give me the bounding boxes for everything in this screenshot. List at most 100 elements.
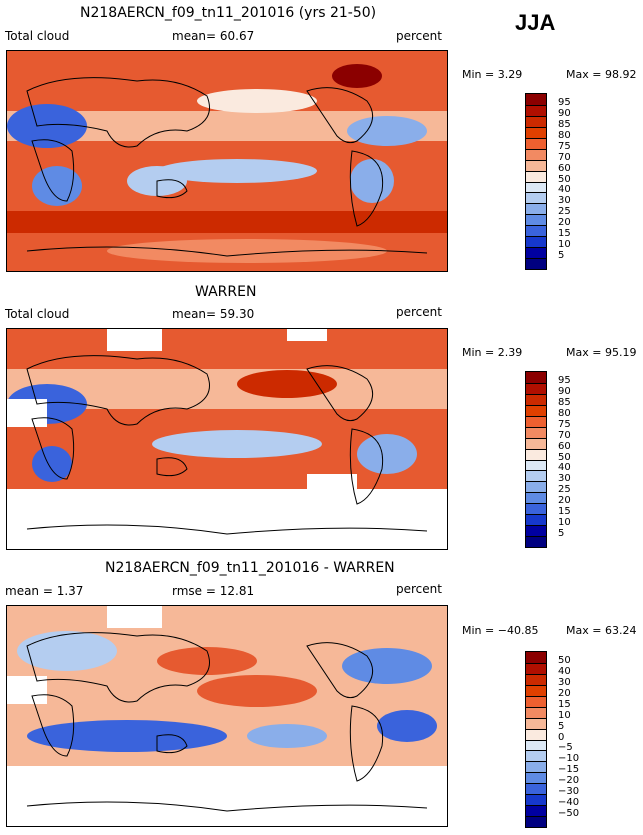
colorbar-tick-label: 30: [558, 676, 571, 688]
colorbar-swatch: [526, 503, 546, 515]
panel-3-map-svg: [7, 606, 447, 826]
panel-1-mean-label: mean= 60.67: [172, 29, 255, 43]
colorbar-tick-label: 20: [558, 495, 571, 507]
colorbar-swatch: [526, 170, 546, 182]
colorbar-tick-label: 10: [558, 239, 571, 251]
colorbar-swatch: [526, 684, 546, 696]
colorbar-swatch: [526, 750, 546, 762]
colorbar-tick-label: −30: [558, 786, 580, 798]
colorbar-tick-label: 85: [558, 396, 571, 408]
colorbar-tick-label: 40: [558, 462, 571, 474]
colorbar-swatch: [526, 805, 546, 817]
colorbar-swatch: [526, 536, 546, 547]
panel-3-units-label: percent: [396, 582, 442, 596]
colorbar-swatch: [526, 695, 546, 707]
colorbar-tick-label: −50: [558, 808, 580, 820]
panel-2-title: WARREN: [195, 284, 257, 300]
panel-3-colorbar: [525, 651, 547, 828]
colorbar-tick-label: 20: [558, 217, 571, 229]
colorbar-swatch: [526, 652, 546, 663]
colorbar-swatch: [526, 415, 546, 427]
colorbar-tick-label: 40: [558, 184, 571, 196]
panel-1-max-label: Max = 98.92: [566, 68, 637, 81]
panel-2-colorbar: [525, 371, 547, 548]
colorbar-swatch: [526, 115, 546, 127]
colorbar-swatch: [526, 214, 546, 226]
colorbar-tick-label: 10: [558, 709, 571, 721]
panel-2-map-svg: [7, 329, 447, 549]
colorbar-swatch: [526, 159, 546, 171]
colorbar-swatch: [526, 662, 546, 674]
colorbar-swatch: [526, 104, 546, 116]
panel-1-title: N218AERCN_f09_tn11_201016 (yrs 21-50): [80, 5, 377, 21]
colorbar-tick-label: 70: [558, 429, 571, 441]
panel-1-min-label: Min = 3.29: [462, 68, 523, 81]
panel-2-variable-label: Total cloud: [5, 307, 70, 321]
colorbar-swatch: [526, 94, 546, 105]
colorbar-swatch: [526, 717, 546, 729]
colorbar-swatch: [526, 203, 546, 215]
panel-2-colorbar-ticks: 95 90 85 80 75 70 60 50 40 30 25 20 15 10 5: [558, 371, 598, 546]
colorbar-swatch: [526, 514, 546, 526]
colorbar-swatch: [526, 728, 546, 740]
colorbar-swatch: [526, 225, 546, 237]
colorbar-tick-label: 15: [558, 506, 571, 518]
panel-3-title: N218AERCN_f09_tn11_201016 - WARREN: [105, 560, 395, 576]
colorbar-swatch: [526, 426, 546, 438]
colorbar-tick-label: 60: [558, 162, 571, 174]
colorbar-swatch: [526, 258, 546, 269]
colorbar-tick-label: 25: [558, 484, 571, 496]
panel-1-colorbar-ticks: 95 90 85 80 75 70 60 50 40 30 25 20 15 10 5: [558, 93, 598, 268]
colorbar-swatch: [526, 816, 546, 827]
colorbar-swatch: [526, 247, 546, 259]
colorbar-swatch: [526, 794, 546, 806]
colorbar-swatch: [526, 525, 546, 537]
panel-2-units-label: percent: [396, 305, 442, 319]
colorbar-tick-label: 30: [558, 195, 571, 207]
panel-1-map-svg: [7, 51, 447, 271]
colorbar-tick-label: −15: [558, 764, 580, 776]
colorbar-swatch: [526, 772, 546, 784]
colorbar-tick-label: 70: [558, 151, 571, 163]
colorbar-tick-label: 90: [558, 107, 571, 119]
colorbar-swatch: [526, 783, 546, 795]
colorbar-tick-label: −10: [558, 753, 580, 765]
panel-2-map: [6, 328, 448, 550]
colorbar-tick-label: 80: [558, 129, 571, 141]
colorbar-swatch: [526, 192, 546, 204]
colorbar-tick-label: 60: [558, 440, 571, 452]
colorbar-tick-label: 50: [558, 173, 571, 185]
colorbar-swatch: [526, 448, 546, 460]
panel-1-units-label: percent: [396, 29, 442, 43]
colorbar-tick-label: 5: [558, 250, 565, 262]
panel-3-rmse-label: rmse = 12.81: [172, 584, 255, 598]
colorbar-tick-label: 5: [558, 720, 565, 732]
colorbar-tick-label: 50: [558, 451, 571, 463]
colorbar-tick-label: −5: [558, 742, 573, 754]
colorbar-tick-label: 50: [558, 654, 571, 666]
colorbar-swatch: [526, 404, 546, 416]
colorbar-tick-label: 15: [558, 228, 571, 240]
colorbar-swatch: [526, 739, 546, 751]
colorbar-tick-label: 25: [558, 206, 571, 218]
colorbar-swatch: [526, 673, 546, 685]
colorbar-tick-label: 5: [558, 528, 565, 540]
colorbar-swatch: [526, 470, 546, 482]
colorbar-tick-label: 75: [558, 418, 571, 430]
colorbar-tick-label: 75: [558, 140, 571, 152]
colorbar-swatch: [526, 706, 546, 718]
panel-2-mean-label: mean= 59.30: [172, 307, 255, 321]
colorbar-tick-label: 30: [558, 473, 571, 485]
colorbar-swatch: [526, 382, 546, 394]
panel-3-min-label: Min = −40.85: [462, 624, 539, 637]
colorbar-tick-label: 10: [558, 517, 571, 529]
panel-3-max-label: Max = 63.24: [566, 624, 637, 637]
colorbar-swatch: [526, 393, 546, 405]
colorbar-tick-label: 95: [558, 374, 571, 386]
panel-1-colorbar: [525, 93, 547, 270]
colorbar-tick-label: 80: [558, 407, 571, 419]
panel-2-max-label: Max = 95.19: [566, 346, 637, 359]
panel-1-variable-label: Total cloud: [5, 29, 70, 43]
colorbar-tick-label: −20: [558, 775, 580, 787]
colorbar-swatch: [526, 372, 546, 383]
